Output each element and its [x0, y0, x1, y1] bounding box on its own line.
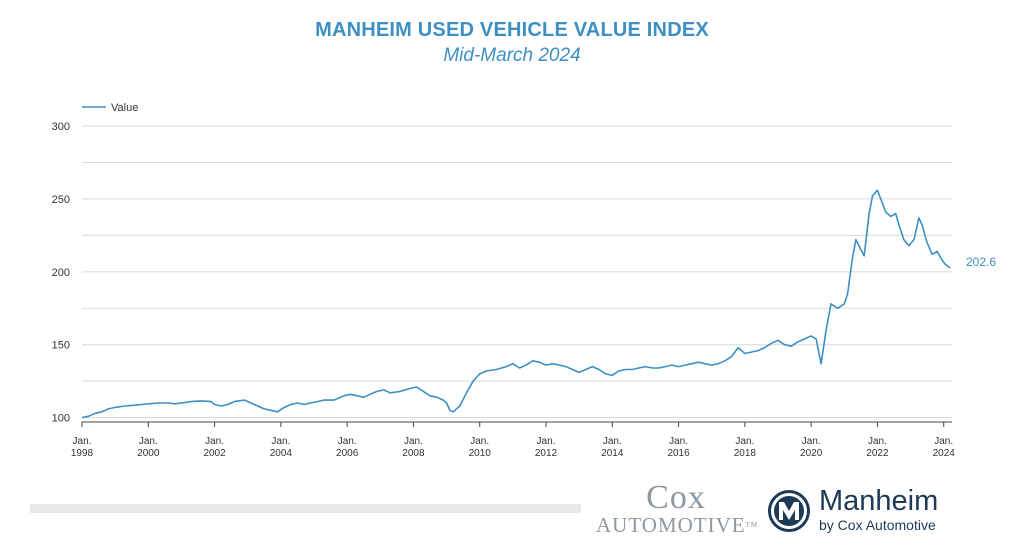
x-tick-label-month-2006: Jan.	[338, 436, 357, 447]
y-tick-label-150: 150	[52, 340, 70, 352]
y-tick-label-100: 100	[52, 413, 70, 425]
line-chart: 100150200250300Jan.1998Jan.2000Jan.2002J…	[52, 102, 997, 459]
x-tick-label-year-2000: 2000	[137, 448, 160, 459]
x-tick-label-month-2002: Jan.	[205, 436, 224, 447]
y-tick-label-250: 250	[52, 194, 70, 206]
x-tick-label-year-1998: 1998	[71, 448, 94, 459]
x-tick-label-month-2008: Jan.	[404, 436, 423, 447]
chart-title: MANHEIM USED VEHICLE VALUE INDEX	[315, 19, 709, 41]
y-tick-label-200: 200	[52, 267, 70, 279]
x-tick-label-year-2022: 2022	[866, 448, 889, 459]
legend-label: Value	[111, 102, 138, 114]
manheim-logo-tagline: by Cox Automotive	[819, 517, 936, 533]
x-tick-label-year-2016: 2016	[667, 448, 690, 459]
x-tick-label-year-2024: 2024	[933, 448, 956, 459]
x-tick-label-month-1998: Jan.	[73, 436, 92, 447]
cox-logo-line1: Cox	[646, 479, 706, 516]
cox-logo-line2: AUTOMOTIVETM	[596, 513, 759, 537]
chart-subtitle: Mid-March 2024	[443, 45, 581, 66]
x-tick-label-year-2014: 2014	[601, 448, 624, 459]
x-tick-label-month-2018: Jan.	[735, 436, 754, 447]
x-tick-label-year-2020: 2020	[800, 448, 823, 459]
x-tick-label-year-2010: 2010	[469, 448, 492, 459]
manheim-logo-name: Manheim	[819, 485, 939, 517]
x-tick-label-month-2000: Jan.	[139, 436, 158, 447]
x-tick-label-month-2024: Jan.	[934, 436, 953, 447]
manheim-logo-text: Manheim by Cox Automotive	[819, 486, 938, 534]
x-tick-label-month-2016: Jan.	[669, 436, 688, 447]
x-tick-label-month-2012: Jan.	[537, 436, 556, 447]
x-tick-label-month-2022: Jan.	[868, 436, 887, 447]
x-tick-label-year-2012: 2012	[535, 448, 558, 459]
x-tick-label-year-2018: 2018	[734, 448, 757, 459]
x-tick-label-month-2020: Jan.	[802, 436, 821, 447]
cox-automotive-logo: Cox AUTOMOTIVETM	[596, 479, 759, 537]
manheim-m-icon	[768, 490, 810, 532]
x-tick-label-year-2006: 2006	[336, 448, 359, 459]
end-value-label: 202.6	[966, 255, 996, 269]
footer-bar	[30, 504, 581, 513]
y-tick-label-300: 300	[52, 121, 70, 133]
x-tick-label-year-2008: 2008	[402, 448, 425, 459]
x-tick-label-month-2014: Jan.	[603, 436, 622, 447]
x-tick-label-year-2002: 2002	[203, 448, 226, 459]
x-tick-label-month-2004: Jan.	[271, 436, 290, 447]
x-tick-label-year-2004: 2004	[270, 448, 293, 459]
series-line-value	[81, 189, 951, 419]
x-tick-label-month-2010: Jan.	[470, 436, 489, 447]
